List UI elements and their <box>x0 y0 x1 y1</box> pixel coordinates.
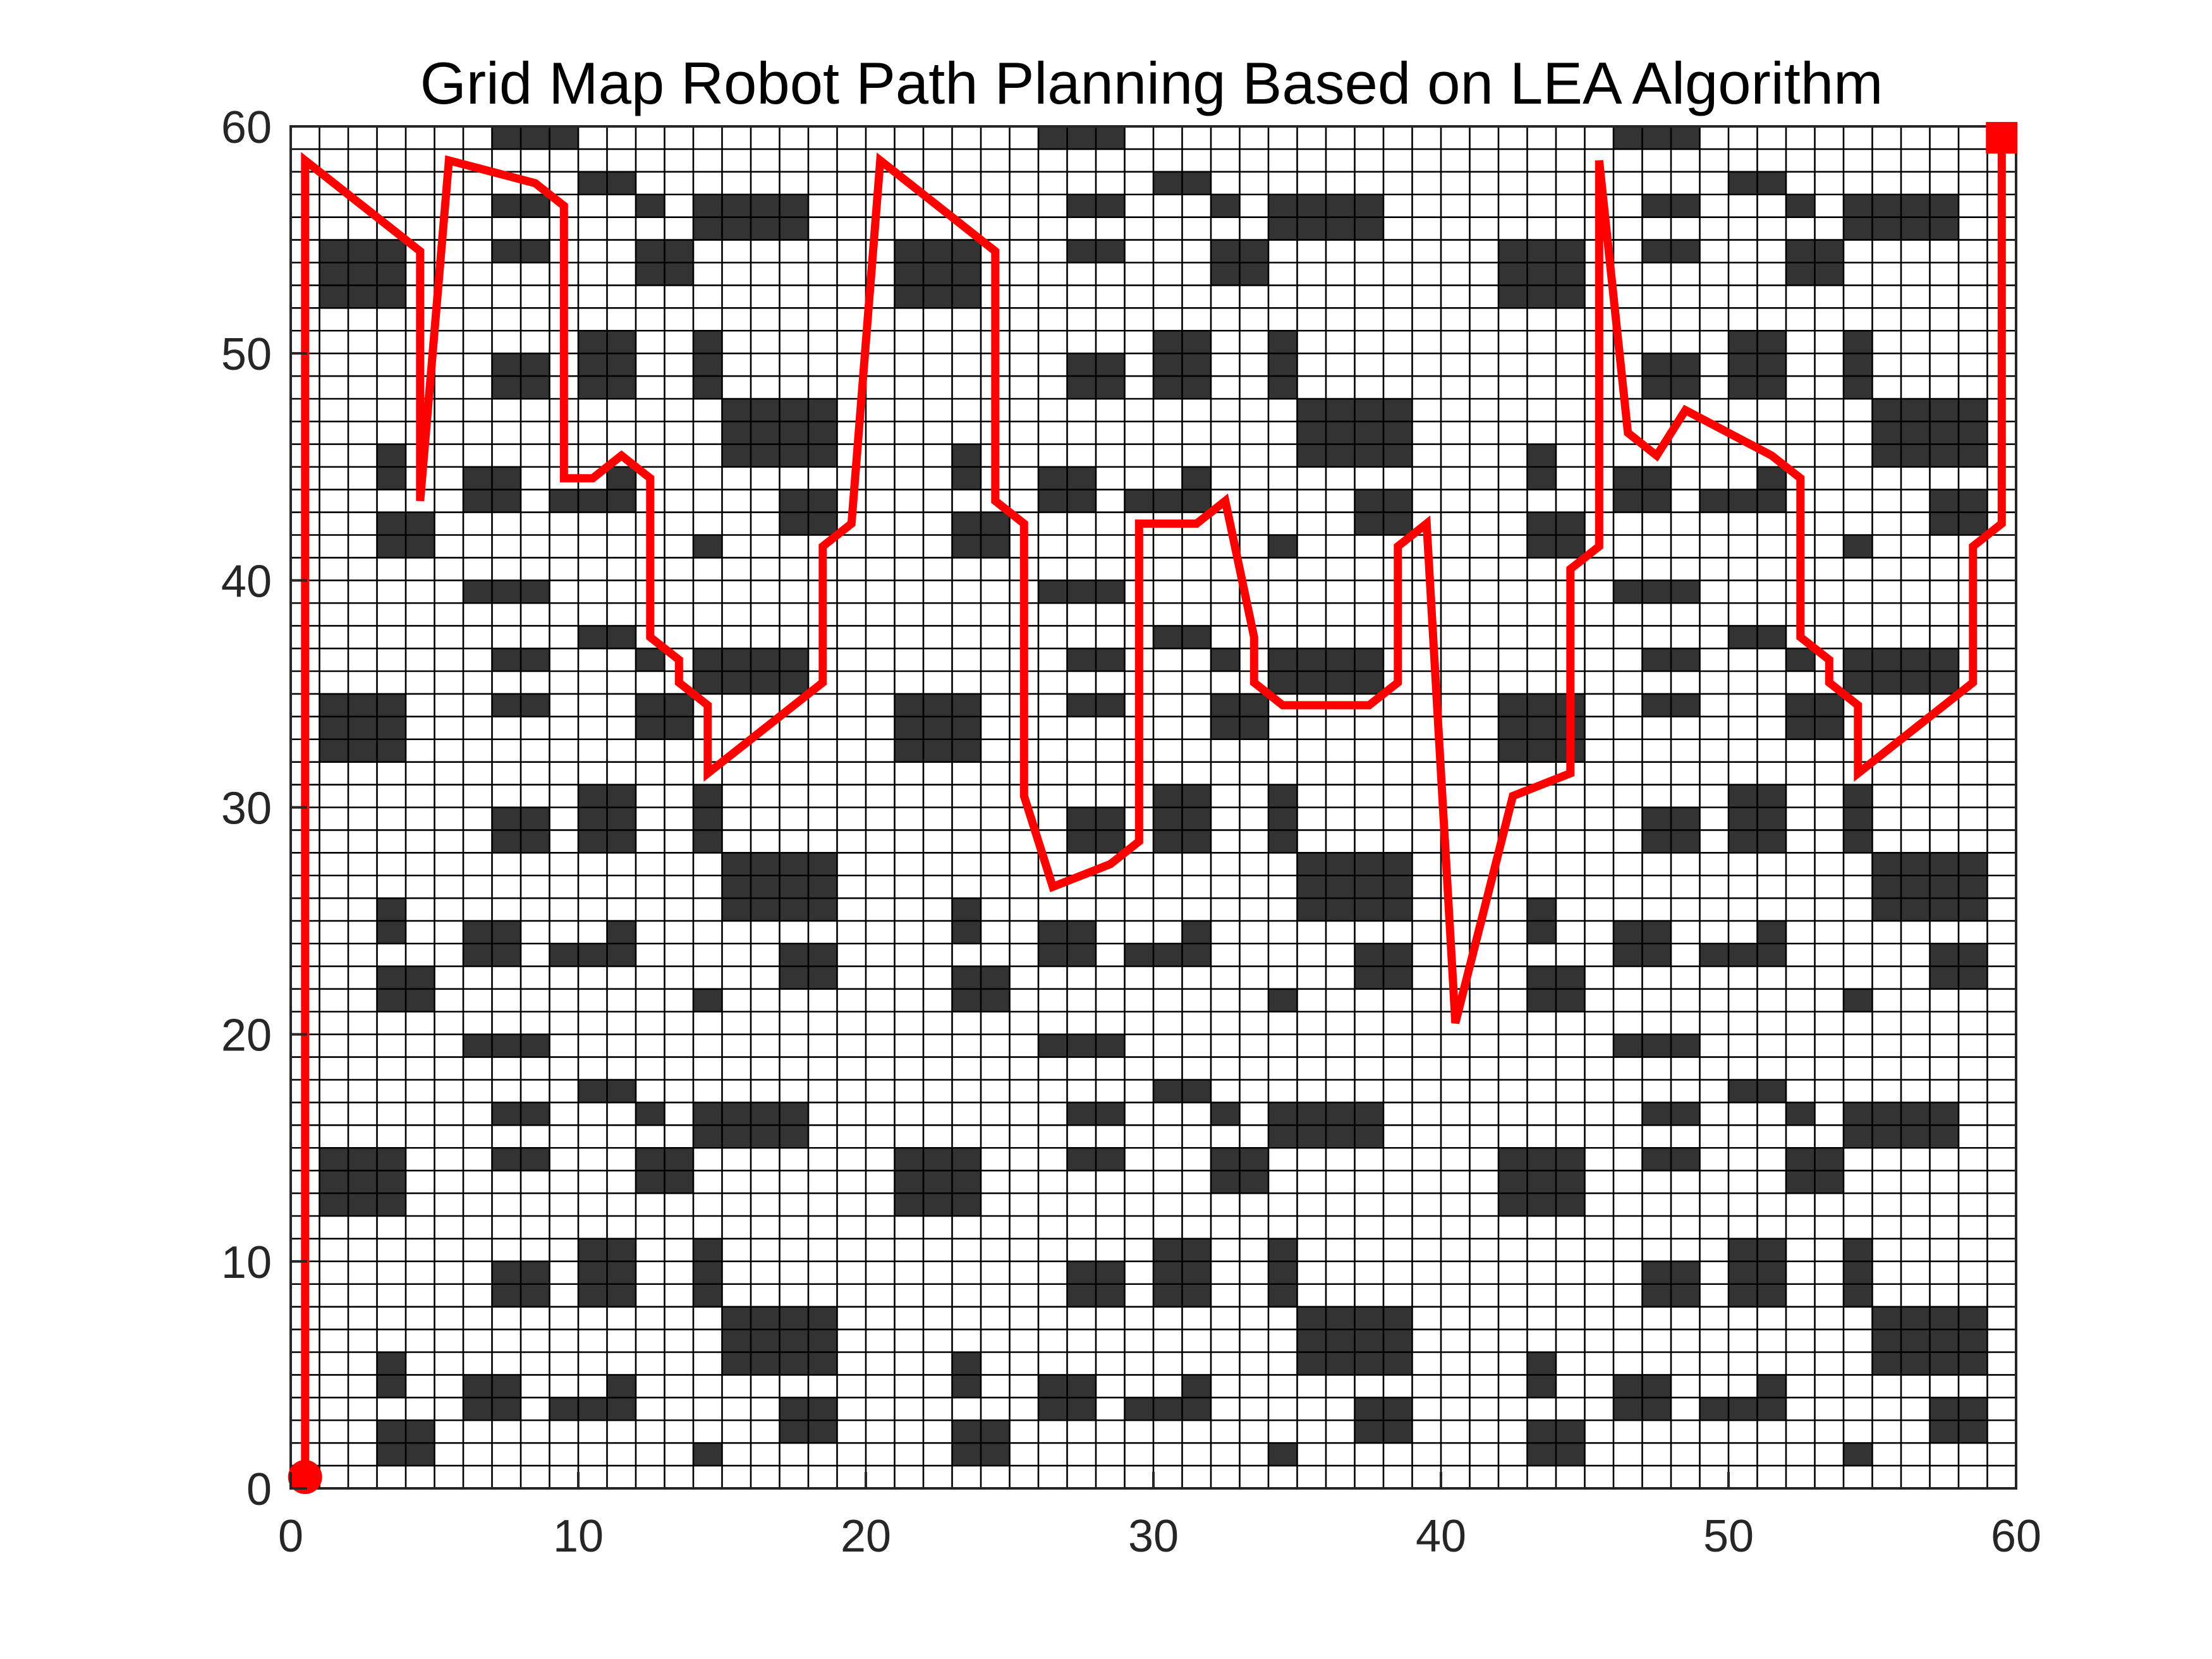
obstacle-cell <box>1699 489 1786 513</box>
x-tick-label: 50 <box>1703 1511 1754 1562</box>
obstacle-cell <box>693 1238 722 1307</box>
obstacle-cell <box>1124 1397 1211 1421</box>
obstacle-cell <box>1182 1375 1211 1398</box>
obstacle-cell <box>463 580 550 604</box>
obstacle-cell <box>894 1148 981 1216</box>
obstacle-cell <box>1757 466 1786 490</box>
obstacle-cell <box>693 784 722 853</box>
obstacle-cell <box>693 535 722 558</box>
x-tick-label: 60 <box>1991 1511 2041 1562</box>
obstacle-cell <box>1038 126 1125 149</box>
obstacle-cell <box>1038 580 1125 604</box>
y-tick-label: 30 <box>221 784 272 834</box>
x-tick-label: 0 <box>278 1511 303 1562</box>
obstacle-cell <box>1268 331 1297 399</box>
obstacle-cell <box>1268 1238 1297 1307</box>
obstacle-cell <box>1182 466 1211 490</box>
y-tick-label: 40 <box>221 556 272 607</box>
obstacle-cell <box>319 240 406 308</box>
obstacle-cell <box>492 126 578 149</box>
y-tick-label: 60 <box>221 102 272 153</box>
obstacle-cell <box>1211 648 1240 671</box>
obstacle-cell <box>549 1397 636 1421</box>
obstacle-cell <box>1038 1034 1125 1057</box>
y-tick-label: 10 <box>221 1237 272 1288</box>
y-tick-label: 20 <box>221 1011 272 1061</box>
obstacle-cell <box>1613 580 1700 604</box>
obstacle-cell <box>319 1148 406 1216</box>
y-tick-label: 0 <box>246 1464 272 1515</box>
obstacle-cell <box>894 693 981 762</box>
obstacle-cell <box>1757 921 1786 944</box>
obstacle-cell <box>1613 126 1700 149</box>
obstacle-cell <box>1786 1102 1815 1126</box>
obstacle-cell <box>1268 988 1297 1012</box>
y-tick-label: 50 <box>221 329 272 380</box>
obstacle-cell <box>1498 240 1585 308</box>
obstacle-cell <box>1844 535 1873 558</box>
x-axis-ticks: 0 10 20 30 40 50 60 <box>278 1472 2041 1562</box>
grid-lines <box>289 125 2017 1490</box>
obstacle-cell <box>1268 535 1297 558</box>
x-tick-label: 10 <box>553 1511 604 1562</box>
obstacle-cell <box>1211 194 1240 217</box>
obstacle-cell <box>1844 1238 1873 1307</box>
obstacle-cell <box>693 1443 722 1466</box>
obstacle-cell <box>1786 648 1815 671</box>
obstacle-cell <box>607 466 636 490</box>
obstacle-cell <box>549 944 636 966</box>
obstacle-cell <box>607 921 636 944</box>
obstacle-cell <box>1844 988 1873 1012</box>
obstacle-cell <box>1844 331 1873 399</box>
obstacle-cell <box>1786 194 1815 217</box>
obstacle-cell <box>1124 944 1211 966</box>
obstacle-cell <box>1613 1034 1700 1057</box>
robot-path-line <box>301 138 2006 1477</box>
obstacle-cell <box>549 489 636 513</box>
obstacle-cell <box>1124 489 1211 513</box>
obstacle-cell <box>1182 921 1211 944</box>
obstacle-cell <box>1699 944 1786 966</box>
obstacle-cell <box>894 240 981 308</box>
obstacle-cell <box>693 988 722 1012</box>
x-tick-label: 20 <box>841 1511 891 1562</box>
obstacle-cell <box>1844 784 1873 853</box>
obstacle-cell <box>1268 1443 1297 1466</box>
obstacle-cell <box>1844 1443 1873 1466</box>
obstacle-cell <box>1498 1148 1585 1216</box>
obstacle-cell <box>636 194 665 217</box>
obstacle-cell <box>1757 1375 1786 1398</box>
obstacle-cell <box>1268 784 1297 853</box>
obstacle-cell <box>607 1375 636 1398</box>
start-marker <box>288 1460 322 1495</box>
obstacle-cell <box>319 693 406 762</box>
x-tick-label: 40 <box>1416 1511 1466 1562</box>
obstacle-cell <box>1211 1102 1240 1126</box>
obstacle-cell <box>693 331 722 399</box>
goal-marker <box>1986 121 2018 154</box>
obstacle-cell <box>463 1034 550 1057</box>
chart-title: Grid Map Robot Path Planning Based on LE… <box>420 50 1883 116</box>
path-layer <box>288 121 2018 1495</box>
plot-area <box>288 121 2018 1495</box>
x-tick-label: 30 <box>1128 1511 1179 1562</box>
y-axis-ticks: 0 10 20 30 40 50 60 <box>221 102 307 1515</box>
obstacle-cell <box>636 648 665 671</box>
obstacle-cell <box>1699 1397 1786 1421</box>
obstacle-cell <box>636 1102 665 1126</box>
